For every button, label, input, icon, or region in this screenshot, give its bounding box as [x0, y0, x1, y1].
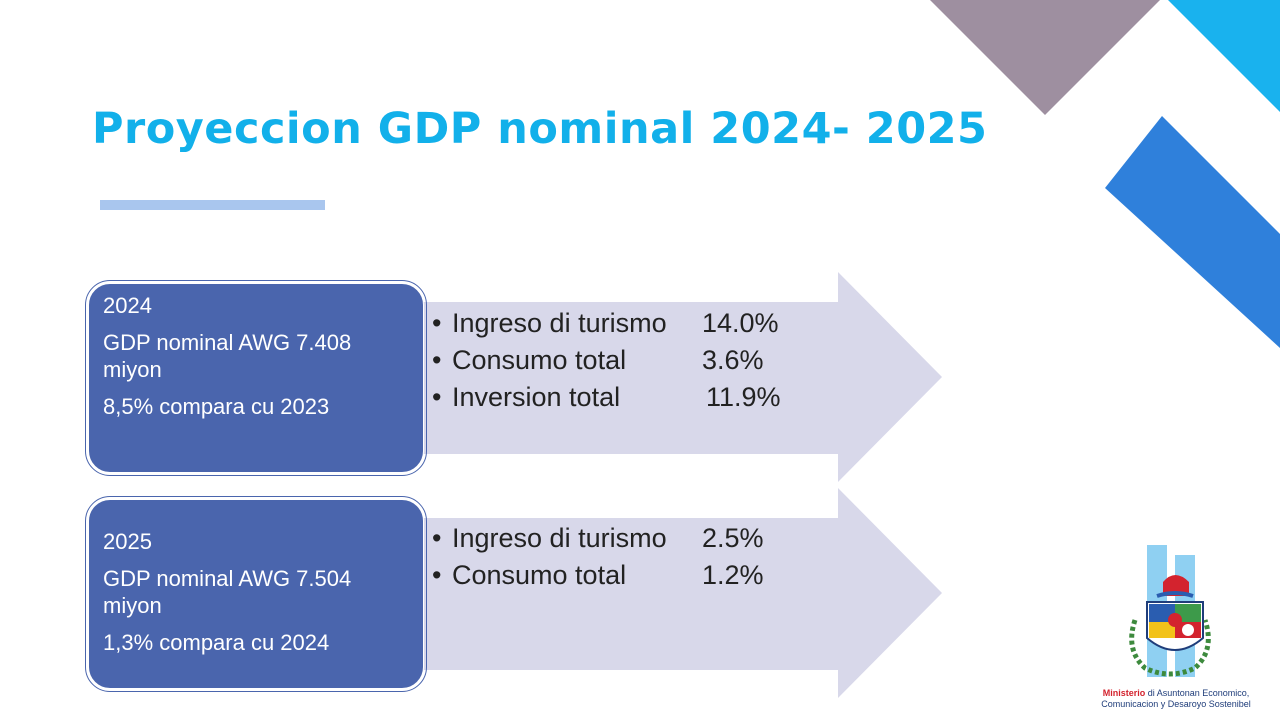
driver-value: 1.2% — [702, 560, 764, 590]
bullet-icon: • — [432, 382, 442, 412]
driver-value: 3.6% — [702, 345, 764, 375]
gdp-value: GDP nominal AWG 7.408 — [103, 330, 352, 355]
arrow-2025-shape — [400, 488, 942, 698]
blue-stripe-shape — [1105, 116, 1280, 348]
cyan-stripe-shape — [1168, 0, 1280, 112]
driver-label: Ingreso di turismo — [452, 308, 667, 338]
list-item: • Inversion total 11.9% — [432, 379, 781, 416]
driver-label: Inversion total — [452, 382, 621, 412]
list-item: • Consumo total 1.2% — [432, 557, 764, 594]
ministry-coat-of-arms-icon — [1129, 545, 1211, 677]
list-item: • Ingreso di turismo 2.5% — [432, 520, 764, 557]
list-item: • Consumo total 3.6% — [432, 342, 781, 379]
title-underline — [100, 200, 325, 210]
bullet-icon: • — [432, 523, 442, 553]
ministry-name-rest: di Asuntonan Economico, — [1145, 688, 1250, 698]
ministry-name: Ministerio di Asuntonan Economico, Comun… — [1082, 688, 1270, 710]
drivers-list-2025: • Ingreso di turismo 2.5% • Consumo tota… — [432, 520, 764, 594]
comparison-text: 1,3% compara cu 2024 — [103, 630, 330, 655]
arrow-2024-shape — [400, 272, 942, 482]
year-label: 2025 — [103, 529, 152, 554]
bullet-icon: • — [432, 345, 442, 375]
drivers-list-2024: • Ingreso di turismo 14.0% • Consumo tot… — [432, 305, 781, 416]
driver-label: Ingreso di turismo — [452, 523, 667, 553]
ministry-name-highlight: Ministerio — [1102, 688, 1146, 698]
page-title: Proyeccion GDP nominal 2024- 2025 — [92, 104, 988, 154]
gdp-unit: miyon — [103, 357, 162, 382]
driver-value: 2.5% — [702, 523, 764, 553]
year-label: 2024 — [103, 293, 152, 318]
comparison-text: 8,5% compara cu 2023 — [103, 394, 330, 419]
year-box-2025: 2025 GDP nominal AWG 7.504 miyon 1,3% co… — [85, 496, 427, 692]
ministry-name-line2: Comunicacion y Desaroyo Sostenibel — [1101, 699, 1251, 709]
driver-value: 11.9% — [706, 382, 781, 412]
bullet-icon: • — [432, 560, 442, 590]
gdp-unit: miyon — [103, 593, 162, 618]
purple-triangle-shape — [930, 0, 1160, 115]
driver-value: 14.0% — [702, 308, 779, 338]
driver-label: Consumo total — [452, 560, 627, 590]
bullet-icon: • — [432, 308, 442, 338]
year-box-2024: 2024 GDP nominal AWG 7.408 miyon 8,5% co… — [85, 280, 427, 476]
driver-label: Consumo total — [452, 345, 627, 375]
gdp-value: GDP nominal AWG 7.504 — [103, 566, 352, 591]
list-item: • Ingreso di turismo 14.0% — [432, 305, 781, 342]
